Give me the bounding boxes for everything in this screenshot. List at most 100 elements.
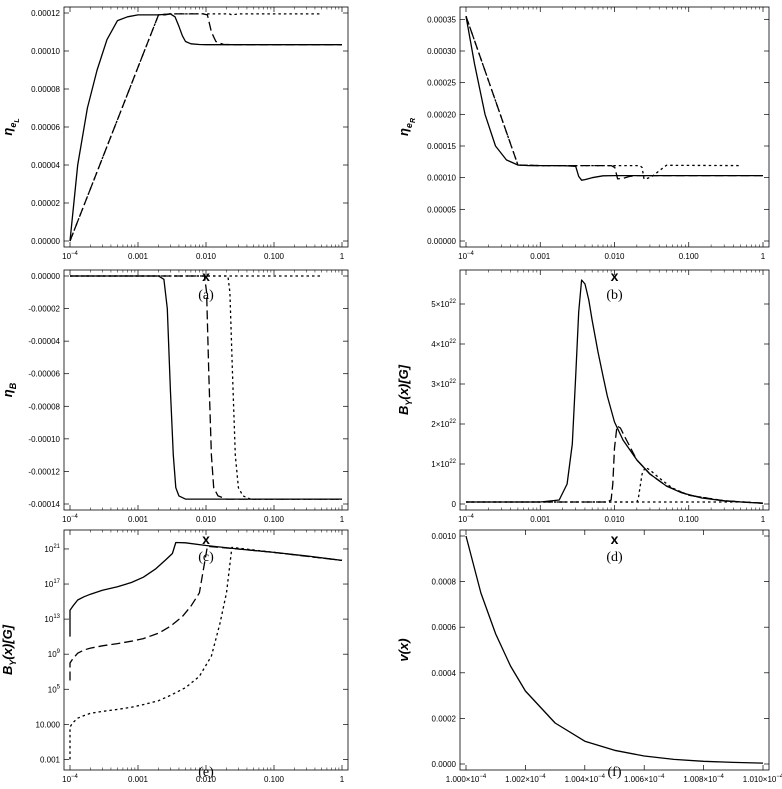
y-axis-label-sub: e bbox=[404, 123, 414, 128]
x-tick-label-main: 0.001 bbox=[530, 252, 551, 261]
x-tick-label-main: 1 bbox=[761, 252, 766, 261]
x-tick-label-main: 0.100 bbox=[264, 252, 285, 261]
panel-c: 10−4 0.001 0.010 0.100 10.00000-0.00002-0.00… bbox=[0, 269, 349, 565]
x-tick-label-main: 1 bbox=[761, 515, 766, 524]
x-tick-label: 0.010 bbox=[196, 252, 217, 261]
x-tick-label: 10−4 bbox=[458, 514, 474, 524]
y-tick-label: 0.00012 bbox=[31, 9, 60, 18]
y-tick-label-main: -0.00002 bbox=[28, 305, 60, 314]
y-tick-label-main: 0.00006 bbox=[31, 123, 60, 132]
y-tick-label-main: 0.0008 bbox=[432, 578, 457, 587]
series-solid-line bbox=[70, 275, 342, 500]
y-tick-label-main: 0.00005 bbox=[427, 205, 456, 214]
x-tick-label-main: 1 bbox=[340, 775, 345, 784]
y-axis-label-main: η bbox=[396, 128, 411, 136]
y-tick-label: -0.00002 bbox=[28, 305, 60, 314]
y-tick-label-main: 10 bbox=[44, 580, 53, 589]
x-tick-label-sup: −4 bbox=[776, 774, 782, 780]
y-tick-label: 0.0010 bbox=[432, 532, 457, 541]
y-tick-label: 5×1022 bbox=[431, 299, 456, 309]
y-tick-label: 0.00010 bbox=[427, 174, 456, 183]
x-tick-label-main: 10 bbox=[62, 515, 71, 524]
y-tick-label-main: 0.0010 bbox=[432, 532, 457, 541]
x-tick-label: 1.002×10−4 bbox=[505, 774, 546, 784]
y-tick-label: 0.00000 bbox=[427, 237, 456, 246]
y-tick-label: -0.00012 bbox=[28, 467, 60, 476]
y-axis-label-main: B bbox=[396, 406, 411, 415]
x-tick-label-main: 0.010 bbox=[196, 252, 217, 261]
panel-f: 1.000×10−4 1.002×10−4 1.004×10−4 1.006×10−4… bbox=[396, 529, 782, 784]
x-tick-label-main: 10 bbox=[62, 252, 71, 261]
y-tick-label: 0.00005 bbox=[427, 205, 456, 214]
x-tick-label: 0.001 bbox=[530, 252, 551, 261]
x-tick-label-main: 1.010×10 bbox=[743, 775, 777, 784]
series-solid-line bbox=[69, 541, 343, 637]
y-tick-label: 1013 bbox=[44, 614, 60, 624]
panel-caption: (f) bbox=[608, 765, 622, 780]
y-tick-label-main: 0 bbox=[452, 500, 457, 509]
series-dotted-line bbox=[69, 13, 322, 242]
y-tick-label-main: 0.00004 bbox=[31, 161, 60, 170]
x-tick-label: 0.100 bbox=[264, 515, 285, 524]
x-tick-label: 0.100 bbox=[264, 252, 285, 261]
y-tick-label-main: -0.00012 bbox=[28, 467, 60, 476]
y-tick-label-main: 0.00035 bbox=[427, 15, 456, 24]
y-tick-label: -0.00010 bbox=[28, 435, 60, 444]
y-tick-label-main: 0.0000 bbox=[432, 760, 457, 769]
y-tick-label-main: 0.00002 bbox=[31, 199, 60, 208]
y-tick-label-main: 0.00020 bbox=[427, 110, 456, 119]
y-tick-label: -0.00008 bbox=[28, 402, 60, 411]
y-tick-label-main: 0.00000 bbox=[427, 237, 456, 246]
y-tick-label-main: 4×10 bbox=[431, 340, 450, 349]
x-tick-label: 1 bbox=[340, 515, 345, 524]
y-tick-label: 0.00000 bbox=[31, 237, 60, 246]
y-axis-label-subsub: L bbox=[14, 118, 21, 122]
y-tick-label-main: 0.00008 bbox=[31, 85, 60, 94]
y-axis-label-sub: B bbox=[8, 382, 18, 389]
panel-caption: (c) bbox=[198, 550, 214, 565]
x-tick-label: 0.010 bbox=[604, 515, 625, 524]
y-tick-label-main: 0.00012 bbox=[31, 9, 60, 18]
y-tick-label-main: 2×10 bbox=[431, 420, 450, 429]
panel-caption: (e) bbox=[198, 765, 214, 780]
x-tick-label: 0.001 bbox=[128, 515, 149, 524]
x-tick-label-main: 0.010 bbox=[196, 775, 217, 784]
y-tick-label-sup: 17 bbox=[53, 579, 60, 585]
x-tick-label-sup: −4 bbox=[479, 774, 487, 780]
series-solid-line bbox=[465, 16, 763, 181]
panel-d: 10−4 0.001 0.010 0.100 101×10222×10223×10224… bbox=[396, 269, 770, 565]
y-tick-label: 0.0002 bbox=[432, 714, 457, 723]
x-tick-label: 1.004×10−4 bbox=[565, 774, 606, 784]
y-tick-label-main: 10 bbox=[48, 685, 57, 694]
y-tick-label: 0.00025 bbox=[427, 79, 456, 88]
series-dotted-line bbox=[465, 15, 741, 180]
panel-caption: (a) bbox=[198, 288, 214, 303]
plot-frame bbox=[459, 269, 770, 511]
x-tick-label: 0.010 bbox=[604, 252, 625, 261]
y-tick-label-main: 0.001 bbox=[40, 755, 61, 764]
x-tick-label-main: 0.010 bbox=[604, 252, 625, 261]
x-tick-label-main: 1.006×10 bbox=[624, 775, 658, 784]
y-tick-label-sup: 13 bbox=[53, 614, 60, 620]
y-tick-label-main: 0.0002 bbox=[432, 714, 457, 723]
y-tick-label-sup: 22 bbox=[449, 299, 456, 305]
y-tick-label: -0.00014 bbox=[28, 500, 60, 509]
y-axis-label: ηeL bbox=[0, 118, 21, 135]
y-axis-label: BY(x)[G] bbox=[396, 364, 414, 415]
y-tick-label: 10.000 bbox=[36, 720, 61, 729]
y-tick-label-sup: 9 bbox=[57, 649, 61, 655]
y-tick-label-main: 10 bbox=[48, 650, 57, 659]
y-tick-label-main: 0.00010 bbox=[31, 47, 60, 56]
x-tick-label-main: 10 bbox=[62, 775, 71, 784]
x-tick-label-sup: −4 bbox=[598, 774, 606, 780]
y-tick-label-main: 0.00025 bbox=[427, 79, 456, 88]
y-tick-label: 0.0006 bbox=[432, 623, 457, 632]
y-axis-label: v(x) bbox=[396, 638, 411, 661]
x-tick-label-sup: −4 bbox=[467, 251, 475, 257]
y-tick-label: 0.00006 bbox=[31, 123, 60, 132]
x-axis-label: x bbox=[202, 268, 210, 284]
series-dotted-line bbox=[70, 275, 342, 500]
x-tick-label-main: 0.001 bbox=[128, 515, 149, 524]
y-tick-label: 105 bbox=[48, 684, 61, 694]
y-tick-label: 0.0008 bbox=[432, 578, 457, 587]
